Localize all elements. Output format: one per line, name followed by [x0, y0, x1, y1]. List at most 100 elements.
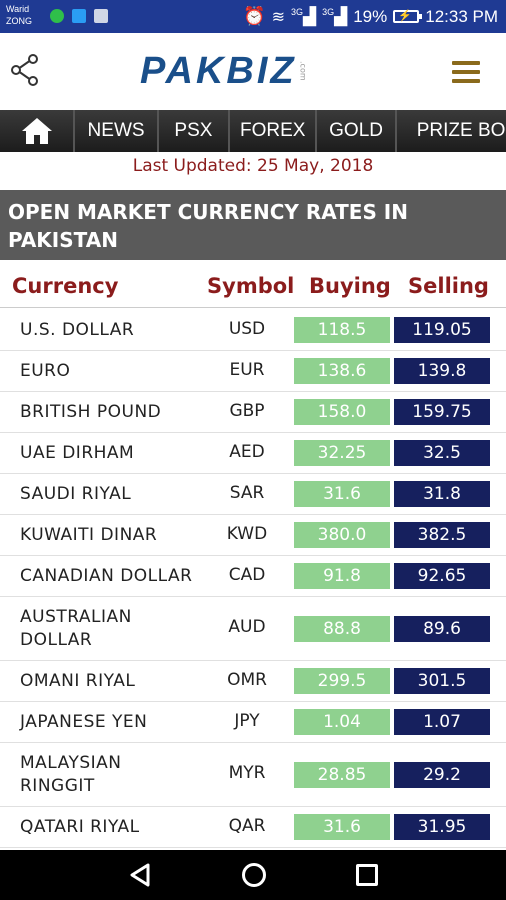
selling-rate: 382.5 — [394, 522, 490, 548]
table-row: BRITISH POUND GBP 158.0 159.75 — [0, 392, 506, 433]
table-row: UAE DIRHAM AED 32.25 32.5 — [0, 433, 506, 474]
section-title: OPEN MARKET CURRENCY RATES IN PAKISTAN — [0, 190, 506, 260]
currency-name: BRITISH POUND — [20, 402, 162, 422]
buying-rate: 91.8 — [294, 563, 390, 589]
currency-symbol: OMR — [227, 670, 267, 690]
buying-rate: 28.85 — [294, 762, 390, 788]
home-button-icon[interactable] — [242, 863, 266, 887]
currency-symbol: GBP — [229, 401, 265, 421]
back-icon[interactable] — [128, 863, 152, 887]
table-row: MALAYSIAN RINGGIT MYR 28.85 29.2 — [0, 743, 506, 807]
wifi-icon: ≋ — [271, 8, 286, 26]
header-selling: Selling — [408, 274, 489, 298]
currency-name: EURO — [20, 361, 71, 381]
nav-news[interactable]: NEWS — [75, 110, 159, 152]
app-header: PAKBIZ .com — [0, 33, 506, 108]
currency-name: JAPANESE YEN — [20, 712, 148, 732]
signal-1: 3G▟ — [291, 7, 316, 27]
notification-icons — [50, 9, 108, 23]
carrier-label: Warid ZONG — [6, 3, 32, 27]
status-bar: Warid ZONG ⏰ ≋ 3G▟ 3G▟ 19% ⚡ 12:33 PM — [0, 0, 506, 33]
header-symbol: Symbol — [207, 274, 295, 298]
currency-name: QATARI RIYAL — [20, 817, 140, 837]
messenger-icon — [72, 9, 86, 23]
currency-name: AUSTRALIAN DOLLAR — [20, 607, 132, 650]
hamburger-menu-icon[interactable] — [452, 61, 480, 83]
nav-prize-bonds[interactable]: PRIZE BO — [396, 110, 506, 152]
notification-app-icon — [50, 9, 64, 23]
currency-name: MALAYSIAN RINGGIT — [20, 753, 122, 796]
selling-rate: 301.5 — [394, 668, 490, 694]
nav-gold[interactable]: GOLD — [317, 110, 397, 152]
battery-percent: 19% — [353, 6, 388, 26]
currency-name: U.S. DOLLAR — [20, 320, 135, 340]
selling-rate: 89.6 — [394, 616, 490, 642]
main-nav: NEWS PSX FOREX GOLD PRIZE BO — [0, 110, 506, 152]
buying-rate: 31.6 — [294, 481, 390, 507]
home-icon — [21, 118, 52, 144]
gallery-icon — [94, 9, 108, 23]
selling-rate: 119.05 — [394, 317, 490, 343]
status-right: ⏰ ≋ 3G▟ 3G▟ 19% ⚡ 12:33 PM — [243, 6, 498, 27]
selling-rate: 32.5 — [394, 440, 490, 466]
logo-suffix: .com — [298, 61, 308, 81]
selling-rate: 139.8 — [394, 358, 490, 384]
last-updated: Last Updated: 25 May, 2018 — [132, 156, 374, 176]
selling-rate: 31.8 — [394, 481, 490, 507]
clock: 12:33 PM — [425, 6, 498, 26]
buying-rate: 380.0 — [294, 522, 390, 548]
table-row: QATARI RIYAL QAR 31.6 31.95 — [0, 807, 506, 848]
table-header: Currency Symbol Buying Selling — [0, 268, 506, 308]
alarm-icon: ⏰ — [243, 6, 266, 26]
buying-rate: 31.6 — [294, 814, 390, 840]
selling-rate: 31.95 — [394, 814, 490, 840]
carrier-line-2: ZONG — [6, 16, 32, 26]
selling-rate: 1.07 — [394, 709, 490, 735]
pakbiz-logo[interactable]: PAKBIZ .com — [140, 49, 370, 92]
recent-apps-icon[interactable] — [356, 864, 378, 886]
currency-symbol: MYR — [228, 763, 266, 783]
currency-symbol: CAD — [228, 565, 266, 585]
logo-text: PAKBIZ — [140, 49, 297, 92]
buying-rate: 88.8 — [294, 616, 390, 642]
currency-name: OMANI RIYAL — [20, 671, 136, 691]
buying-rate: 118.5 — [294, 317, 390, 343]
currency-name: CANADIAN DOLLAR — [20, 566, 193, 586]
currency-name: SAUDI RIYAL — [20, 484, 132, 504]
header-buying: Buying — [309, 274, 391, 298]
currency-symbol: QAR — [228, 816, 266, 836]
table-row: JAPANESE YEN JPY 1.04 1.07 — [0, 702, 506, 743]
network-type-2: 3G — [322, 6, 335, 17]
buying-rate: 138.6 — [294, 358, 390, 384]
table-row: KUWAITI DINAR KWD 380.0 382.5 — [0, 515, 506, 556]
signal-icon: ▟ — [334, 6, 348, 26]
selling-rate: 159.75 — [394, 399, 490, 425]
buying-rate: 32.25 — [294, 440, 390, 466]
battery-icon: ⚡ — [393, 10, 423, 23]
nav-forex[interactable]: FOREX — [230, 110, 318, 152]
currency-symbol: USD — [228, 319, 266, 339]
table-row: AUSTRALIAN DOLLAR AUD 88.8 89.6 — [0, 597, 506, 661]
table-row: OMANI RIYAL OMR 299.5 301.5 — [0, 661, 506, 702]
currency-symbol: AUD — [228, 617, 266, 637]
buying-rate: 299.5 — [294, 668, 390, 694]
nav-home[interactable] — [0, 110, 76, 152]
share-icon[interactable] — [10, 53, 40, 87]
currency-name: KUWAITI DINAR — [20, 525, 158, 545]
currency-symbol: JPY — [234, 711, 260, 731]
currency-symbol: AED — [229, 442, 265, 462]
currency-symbol: SAR — [229, 483, 265, 503]
selling-rate: 92.65 — [394, 563, 490, 589]
table-row: U.S. DOLLAR USD 118.5 119.05 — [0, 310, 506, 351]
rates-table: U.S. DOLLAR USD 118.5 119.05 EURO EUR 13… — [0, 310, 506, 848]
table-row: EURO EUR 138.6 139.8 — [0, 351, 506, 392]
currency-symbol: EUR — [229, 360, 265, 380]
currency-symbol: KWD — [226, 524, 268, 544]
buying-rate: 158.0 — [294, 399, 390, 425]
signal-2: 3G▟ — [322, 7, 347, 27]
nav-psx[interactable]: PSX — [158, 110, 231, 152]
header-currency: Currency — [12, 274, 119, 298]
table-row: SAUDI RIYAL SAR 31.6 31.8 — [0, 474, 506, 515]
currency-name: UAE DIRHAM — [20, 443, 135, 463]
network-type-1: 3G — [291, 6, 304, 17]
